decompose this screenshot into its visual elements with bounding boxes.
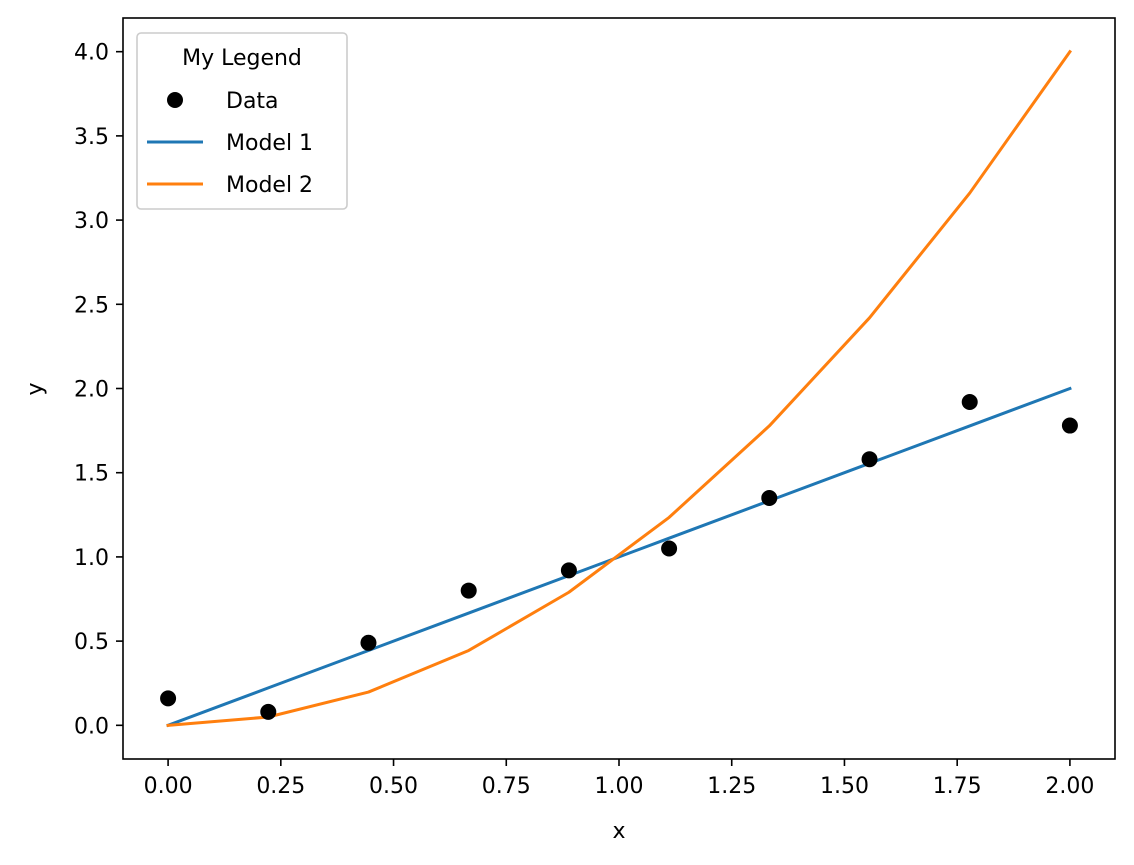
legend-label-model-2: Model 2 [226, 173, 313, 198]
y-tick-label: 2.0 [74, 378, 109, 403]
x-axis: 0.00 0.25 0.50 0.75 1.00 1.25 1.50 1.75 2.00 [144, 759, 1094, 799]
series-line-model-1 [166, 386, 1072, 728]
x-axis-label: x [612, 819, 625, 844]
data-point [861, 451, 878, 468]
x-tick-label: 0.00 [144, 774, 193, 799]
legend-entry-model-2: Model 2 [147, 173, 313, 198]
y-tick-label: 3.5 [74, 125, 109, 150]
data-point [360, 634, 377, 651]
x-tick-label: 0.50 [369, 774, 418, 799]
x-tick-label: 1.25 [707, 774, 756, 799]
y-tick-label: 0.5 [74, 630, 109, 655]
data-point [661, 540, 678, 557]
y-tick-label: 1.0 [74, 546, 109, 571]
data-point [560, 562, 577, 579]
y-tick-label: 1.5 [74, 462, 109, 487]
legend-label-data: Data [226, 89, 279, 114]
y-tick-label: 4.0 [74, 41, 109, 66]
legend: My Legend Data Model 1 Model 2 [136, 32, 348, 210]
data-point [961, 393, 978, 410]
legend-label-model-1: Model 1 [226, 131, 313, 156]
x-tick-label: 1.75 [933, 774, 982, 799]
legend-entry-model-1: Model 1 [147, 131, 313, 156]
legend-box [136, 32, 348, 210]
y-axis-label: y [23, 382, 48, 395]
data-point [1061, 417, 1078, 434]
y-tick-label: 0.0 [74, 714, 109, 739]
y-tick-label: 3.0 [74, 209, 109, 234]
x-tick-label: 0.25 [256, 774, 305, 799]
series-group [160, 49, 1078, 728]
series-line-model-2 [166, 49, 1073, 727]
legend-title: My Legend [182, 46, 302, 71]
x-tick-label: 1.00 [595, 774, 644, 799]
data-point [460, 582, 477, 599]
x-tick-label: 2.00 [1045, 774, 1094, 799]
data-point [761, 489, 778, 506]
y-tick-label: 2.5 [74, 293, 109, 318]
x-tick-label: 0.75 [482, 774, 531, 799]
y-axis: 0.0 0.5 1.0 1.5 2.0 2.5 3.0 3.5 4.0 [74, 41, 123, 739]
x-tick-label: 1.50 [820, 774, 869, 799]
data-point [160, 690, 177, 707]
data-point [260, 703, 277, 720]
legend-marker-data [167, 92, 183, 108]
legend-entry-data: Data [167, 89, 279, 114]
